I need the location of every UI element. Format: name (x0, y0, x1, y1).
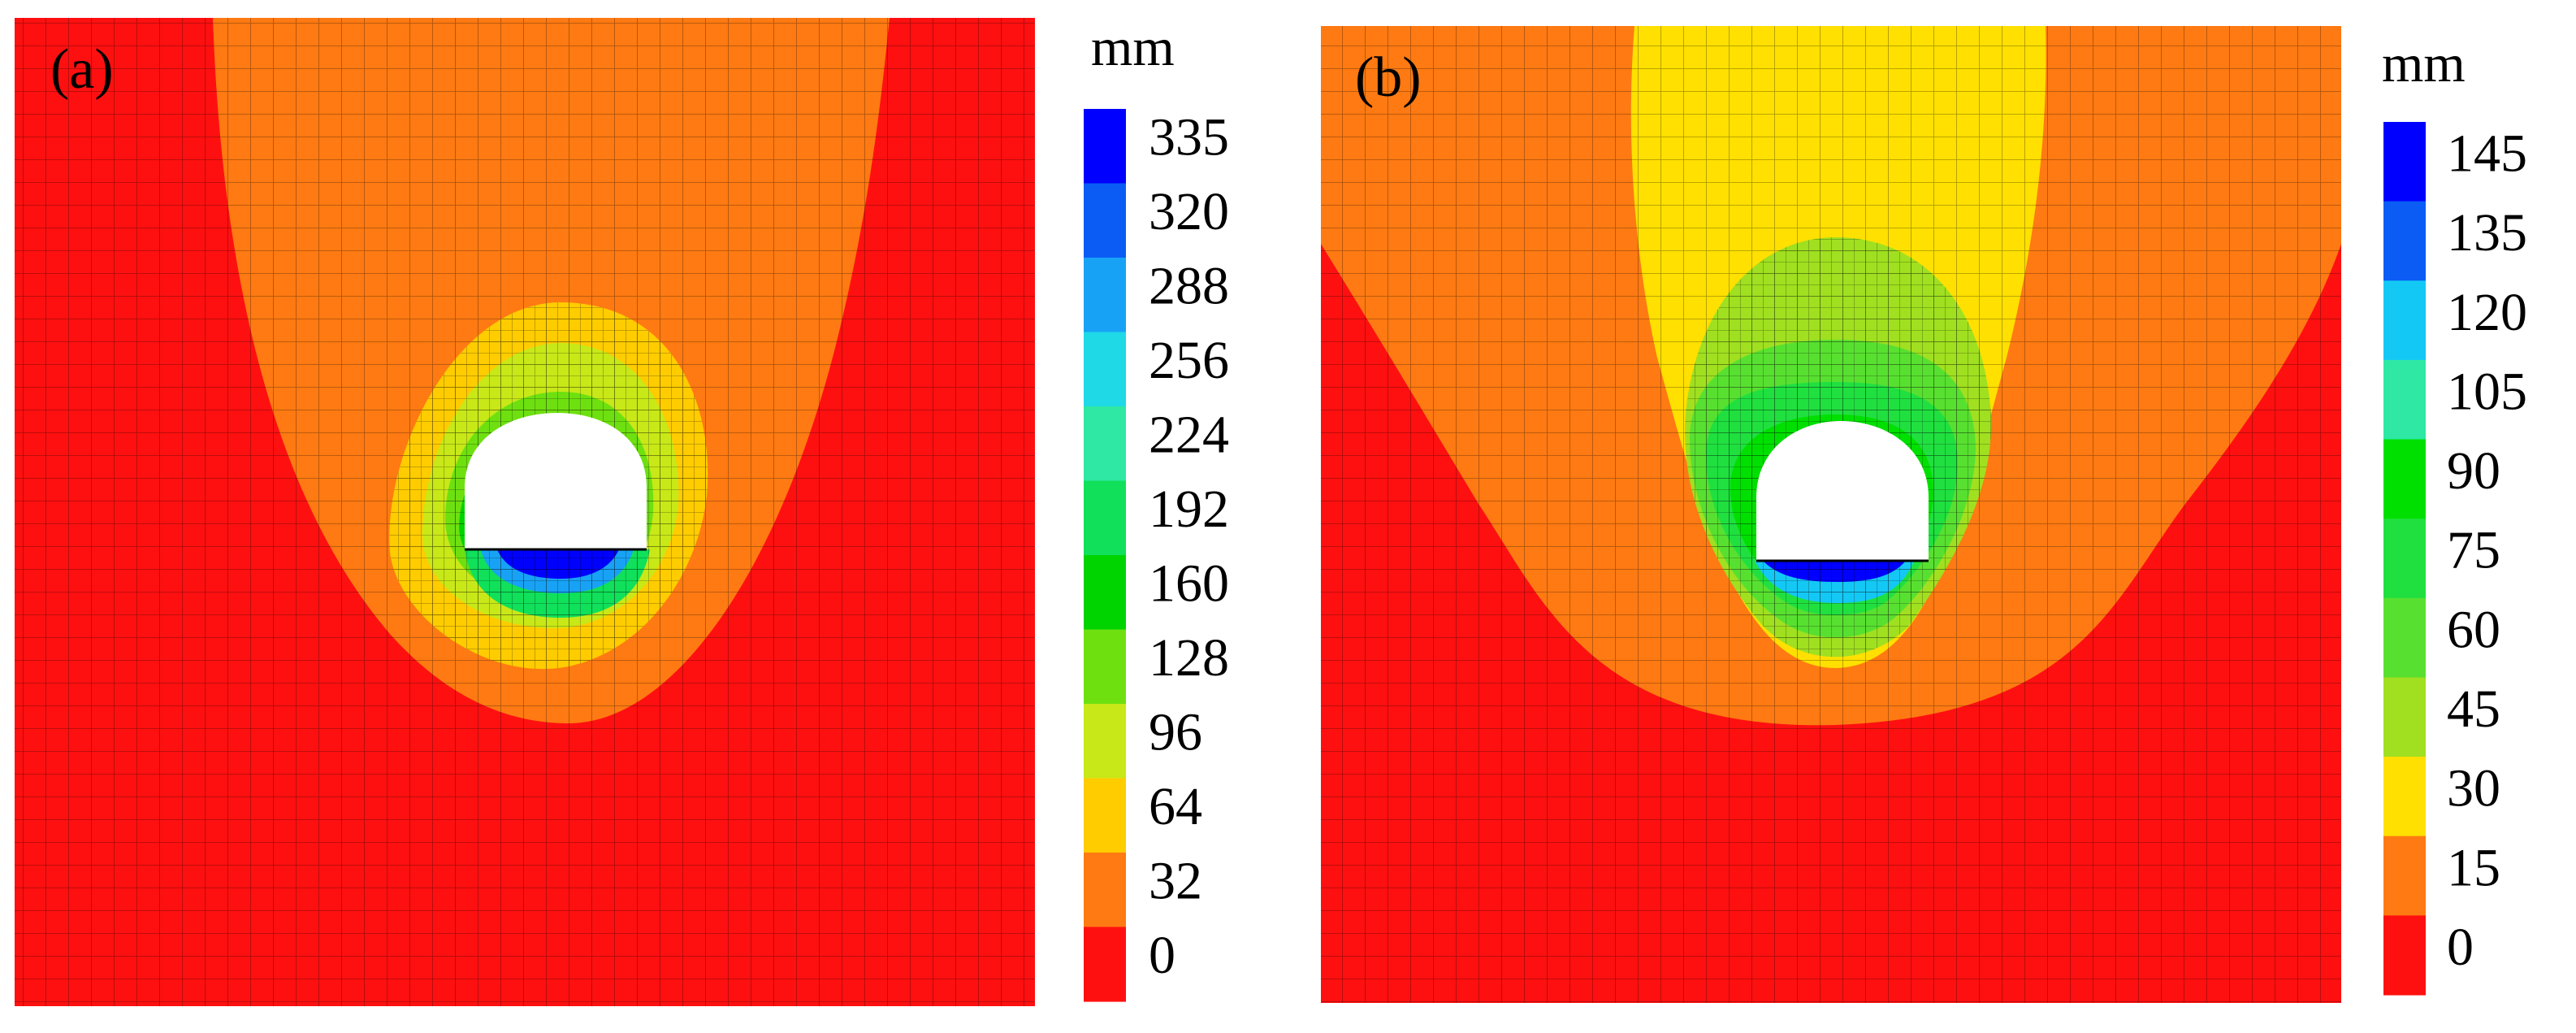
legend-a-label-11: 0 (1149, 926, 1175, 985)
legend-b-swatch-2 (2383, 280, 2426, 361)
legend-a-label-3: 256 (1149, 331, 1229, 390)
contour-plot-b (1321, 26, 2341, 1003)
legend-a-label-2: 288 (1149, 257, 1229, 316)
legend-b-swatch-5 (2383, 519, 2426, 599)
panel-label-b: (b) (1355, 46, 1422, 109)
legend-a-label-9: 64 (1149, 777, 1202, 836)
legend-b: 145 135 120 105 90 75 60 45 30 15 0 (2383, 122, 2527, 996)
legend-b-label-10: 0 (2447, 918, 2474, 977)
legend-a-label-7: 128 (1149, 628, 1229, 688)
legend-b-swatch-6 (2383, 597, 2426, 678)
legend-a-label-8: 96 (1149, 703, 1202, 762)
tunnel-opening-a (465, 413, 647, 549)
legend-a-swatch-9 (1084, 778, 1126, 853)
legend-a-swatch-1 (1084, 183, 1126, 258)
legend-b-label-1: 135 (2447, 203, 2527, 263)
legend-b-swatch-4 (2383, 439, 2426, 519)
legend-b-label-4: 90 (2447, 441, 2500, 501)
legend-a-swatch-8 (1084, 704, 1126, 779)
legend-b-label-5: 75 (2447, 521, 2500, 580)
legend-a-label-0: 335 (1149, 108, 1229, 167)
legend-a-label-5: 192 (1149, 480, 1229, 539)
legend-a-swatch-4 (1084, 406, 1126, 482)
panel-b: (b) mm 145 135 120 105 90 75 60 45 30 15 0 (1321, 26, 2527, 1003)
legend-a-label-10: 32 (1149, 852, 1202, 911)
legend-a-swatch-6 (1084, 555, 1126, 631)
legend-b-swatch-9 (2383, 836, 2426, 916)
legend-b-swatch-3 (2383, 359, 2426, 441)
legend-b-label-2: 120 (2447, 283, 2527, 342)
legend-a-swatch-0 (1084, 109, 1126, 184)
panel-label-a: (a) (50, 38, 114, 101)
legend-a-swatch-11 (1084, 927, 1126, 1002)
legend-b-label-0: 145 (2447, 124, 2527, 184)
legend-b-swatch-10 (2383, 915, 2426, 996)
legend-a-label-1: 320 (1149, 182, 1229, 241)
legend-b-label-9: 15 (2447, 838, 2500, 897)
legend-b-swatch-1 (2383, 201, 2426, 281)
contour-plot-a (15, 18, 1035, 1006)
legend-unit-b: mm (2382, 34, 2466, 93)
legend-b-label-7: 45 (2447, 679, 2500, 739)
legend-a-swatch-2 (1084, 258, 1126, 333)
legend-a-label-4: 224 (1149, 406, 1229, 465)
legend-b-label-3: 105 (2447, 362, 2527, 421)
legend-b-swatch-7 (2383, 677, 2426, 757)
legend-b-label-8: 30 (2447, 759, 2500, 818)
legend-unit-a: mm (1091, 18, 1175, 77)
legend-b-swatch-0 (2383, 122, 2426, 202)
legend-b-label-6: 60 (2447, 600, 2500, 659)
legend-a-label-6: 160 (1149, 554, 1229, 614)
legend-a-swatch-7 (1084, 629, 1126, 705)
legend-a-swatch-5 (1084, 480, 1126, 556)
legend-a-swatch-10 (1084, 853, 1126, 928)
legend-a-swatch-3 (1084, 332, 1126, 407)
tunnel-opening-b (1756, 421, 1929, 561)
legend-b-swatch-8 (2383, 757, 2426, 837)
